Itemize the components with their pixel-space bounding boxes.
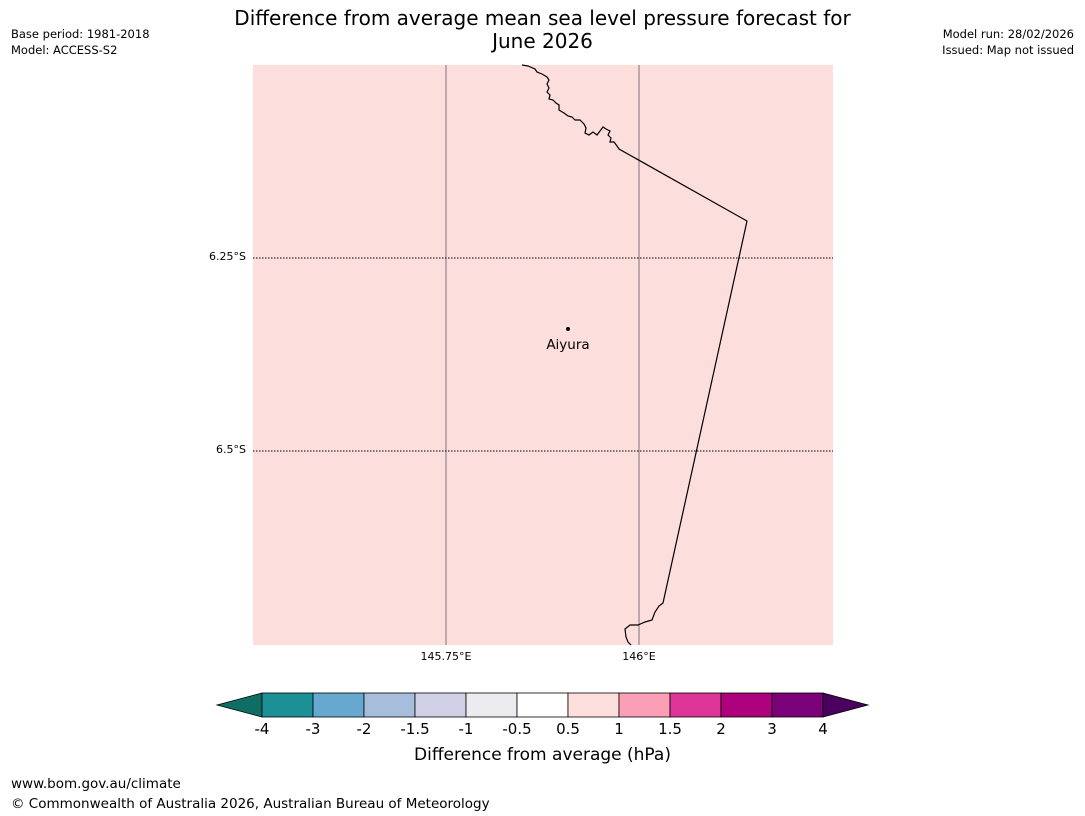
colorbar-tick: 4 [818, 720, 828, 738]
colorbar-bin-6 [516, 692, 569, 718]
colorbar-tick: 2 [716, 720, 726, 738]
colorbar-tick: 1 [614, 720, 624, 738]
lat-label-6-25: 6.25°S [209, 250, 246, 263]
aiyura-label: Aiyura [546, 337, 589, 353]
colorbar-bin-11 [771, 692, 824, 718]
colorbar-tick: -3 [305, 720, 321, 738]
colorbar-bin-10 [720, 692, 773, 718]
aiyura-marker [566, 327, 570, 331]
colorbar-low-extend [215, 692, 263, 718]
model-name: Model: ACCESS-S2 [11, 43, 118, 57]
colorbar-tick: -4 [254, 720, 270, 738]
colorbar-bin-5 [465, 692, 518, 718]
colorbar-bin-4 [414, 692, 467, 718]
colorbar-bin-8 [618, 692, 671, 718]
footer: www.bom.gov.au/climate © Commonwealth of… [11, 774, 490, 814]
lon-label-146: 146°E [622, 650, 656, 663]
colorbar-tick: -0.5 [502, 720, 532, 738]
lon-label-145-75: 145.75°E [420, 650, 472, 663]
meta-right: Model run: 28/02/2026 Issued: Map not is… [942, 26, 1074, 58]
colorbar-bin-9 [669, 692, 722, 718]
colorbar-bin-1 [261, 692, 314, 718]
meta-left: Base period: 1981-2018 Model: ACCESS-S2 [11, 26, 150, 58]
colorbar-high-extend [822, 692, 870, 718]
colorbar-tick: 3 [767, 720, 777, 738]
colorbar-tick: -2 [356, 720, 372, 738]
colorbar-bin-3 [363, 692, 416, 718]
map-area [253, 65, 833, 645]
title-line-2: June 2026 [492, 29, 593, 53]
colorbar-title: Difference from average (hPa) [414, 745, 671, 765]
colorbar [215, 692, 870, 718]
model-run: Model run: 28/02/2026 [942, 27, 1074, 41]
map-title: Difference from average mean sea level p… [200, 7, 885, 53]
colorbar-bin-2 [312, 692, 365, 718]
footer-copyright: © Commonwealth of Australia 2026, Austra… [11, 796, 490, 812]
title-line-1: Difference from average mean sea level p… [234, 6, 851, 30]
colorbar-tick: 0.5 [556, 720, 580, 738]
province-border [521, 64, 748, 646]
colorbar-tick: -1.5 [400, 720, 430, 738]
lat-label-6-5: 6.5°S [216, 443, 246, 456]
colorbar-tick: 1.5 [658, 720, 682, 738]
colorbar-bin-7 [567, 692, 620, 718]
footer-url[interactable]: www.bom.gov.au/climate [11, 776, 181, 792]
colorbar-tick: -1 [458, 720, 474, 738]
issued-status: Issued: Map not issued [942, 43, 1074, 57]
base-period: Base period: 1981-2018 [11, 27, 150, 41]
